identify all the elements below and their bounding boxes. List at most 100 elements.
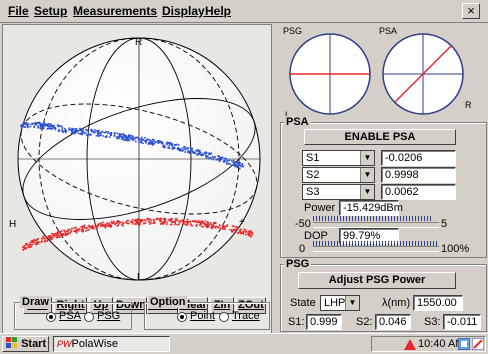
psg-trace-point	[247, 233, 249, 235]
psa-value-field-2[interactable]: 0.9998	[381, 167, 456, 183]
psa-trace-point	[183, 146, 186, 148]
menu-setup[interactable]: Setup	[34, 4, 68, 18]
menu-display[interactable]: Display	[162, 4, 205, 18]
psa-trace-point	[92, 131, 95, 133]
psa-trace-point	[189, 147, 192, 149]
psg-trace-point	[173, 220, 175, 223]
psa-trace-point	[205, 155, 207, 157]
enable-psa-button[interactable]: ENABLE PSA	[304, 129, 456, 145]
psa-trace-point	[79, 128, 81, 131]
option-point-label[interactable]: Point	[190, 310, 216, 322]
option-trace-label[interactable]: Trace	[232, 310, 260, 322]
menu-measurements[interactable]: Measurements	[73, 4, 158, 18]
psg-trace-point	[211, 224, 213, 227]
psa-trace-point	[241, 163, 243, 165]
input-panel-icon[interactable]	[472, 338, 484, 350]
psg-trace-point	[139, 224, 141, 226]
psg-trace-point	[88, 229, 90, 231]
desktop-icon[interactable]	[458, 338, 470, 350]
psa-trace-point	[199, 154, 202, 156]
taskbar-app-polawise[interactable]: PWPolaWise	[53, 336, 170, 352]
close-button[interactable]: ×	[462, 3, 480, 19]
psa-trace-point	[46, 127, 49, 130]
psa-trace-point	[145, 142, 147, 144]
option-group	[144, 302, 270, 330]
state-select[interactable]: LHP ▼	[320, 295, 360, 311]
psg-trace-point	[122, 225, 125, 227]
menu-help[interactable]: Help	[205, 4, 232, 18]
psa-trace-point	[219, 157, 221, 160]
psg-trace-point	[63, 234, 66, 236]
psa-trace-point	[141, 136, 143, 139]
psa-value-field-3[interactable]: 0.0062	[381, 184, 456, 200]
poincare-sphere[interactable]: R L H +	[7, 37, 269, 289]
psg-trace-point	[56, 234, 58, 237]
draw-psa-label[interactable]: PSA	[59, 310, 82, 322]
psa-trace-point	[104, 131, 107, 133]
pole-label-top: R	[135, 37, 142, 48]
psg-trace-point	[90, 227, 92, 229]
psa-trace-point	[197, 153, 199, 155]
psg-trace-point	[167, 219, 170, 221]
psa-trace-point	[199, 152, 202, 154]
psa-trace-point	[226, 163, 228, 165]
psa-param-select-3[interactable]: S3 ▼	[302, 184, 375, 200]
psa-trace-point	[192, 151, 194, 153]
psg-trace-point	[165, 223, 168, 226]
psa-trace-point	[119, 135, 121, 138]
psa-value-field-1[interactable]: -0.0206	[381, 150, 456, 166]
psa-trace-point	[180, 148, 183, 151]
psg-trace-point	[204, 224, 206, 226]
option-point-radio[interactable]	[177, 312, 187, 322]
psg-trace-point	[75, 226, 77, 229]
psg-trace-point	[77, 228, 79, 231]
psa-trace-point	[191, 149, 193, 151]
clock[interactable]: 10:40 AM	[418, 338, 465, 350]
psg-trace-point	[198, 221, 200, 223]
psa-trace-point	[149, 141, 152, 144]
psa-trace-point	[196, 150, 198, 152]
psa-trace-point	[142, 138, 145, 141]
psa-trace-point	[81, 128, 83, 131]
psa-trace-point	[120, 138, 123, 140]
psa-param-select-2[interactable]: S2 ▼	[302, 167, 375, 183]
psa-trace-point	[220, 156, 222, 159]
psg-trace-point	[218, 224, 221, 227]
menu-file[interactable]: File	[8, 4, 29, 18]
psa-trace-point	[44, 125, 46, 127]
power-scale-max: 5	[441, 218, 448, 230]
psg-trace-point	[222, 226, 225, 229]
network-icon[interactable]	[404, 339, 416, 350]
psa-trace-point	[204, 153, 207, 155]
psg-trace-red	[22, 217, 254, 251]
wavelength-field[interactable]: 1550.00	[413, 295, 463, 311]
adjust-psg-power-button[interactable]: Adjust PSG Power	[298, 272, 456, 289]
psa-trace-point	[235, 165, 237, 168]
psg-trace-point	[153, 222, 156, 224]
power-field: -15.429dBm	[339, 200, 403, 216]
psa-trace-point	[162, 144, 165, 147]
psg-trace-point	[54, 233, 56, 235]
psa-trace-point	[95, 134, 98, 137]
draw-psg-radio[interactable]	[84, 312, 94, 322]
psg-trace-point	[101, 225, 103, 227]
psa-trace-point	[94, 129, 96, 131]
option-trace-radio[interactable]	[219, 312, 229, 322]
psg-trace-point	[201, 220, 203, 222]
psa-trace-point	[166, 141, 169, 144]
psg-trace-point	[202, 221, 204, 224]
psg-trace-point	[141, 219, 144, 221]
start-button[interactable]: Start	[2, 336, 49, 352]
psg-trace-point	[233, 225, 235, 228]
psg-trace-point	[59, 231, 61, 233]
draw-psa-radio[interactable]	[46, 312, 56, 322]
psa-param-select-1[interactable]: S1 ▼	[302, 150, 375, 166]
polawise-app-icon: PW	[57, 339, 72, 349]
psa-trace-point	[21, 123, 24, 126]
draw-psg-label[interactable]: PSG	[97, 310, 121, 322]
psg-trace-point	[211, 227, 214, 229]
psg-trace-point	[146, 218, 148, 220]
psg-trace-point	[136, 219, 139, 222]
psg-trace-point	[30, 246, 32, 248]
psa-trace-point	[103, 131, 105, 134]
